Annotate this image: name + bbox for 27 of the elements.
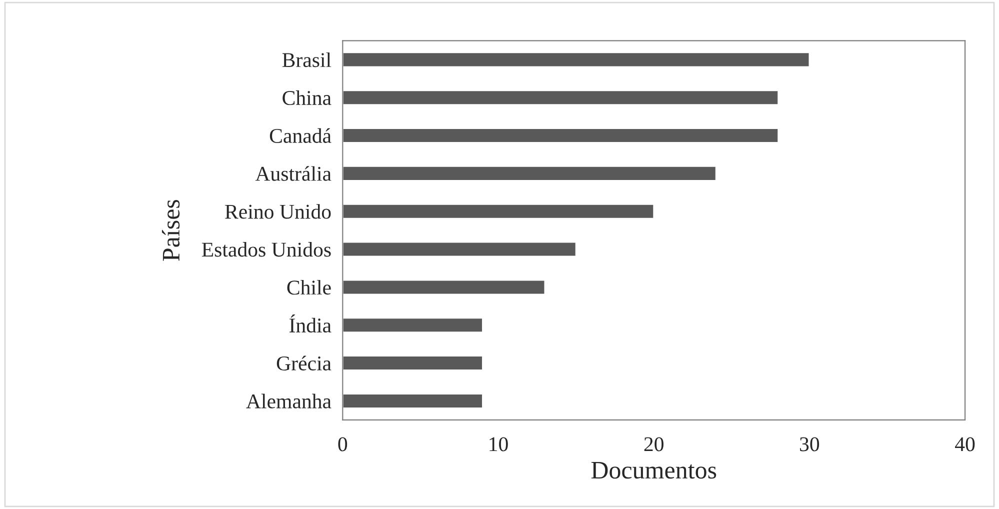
bar <box>342 90 780 106</box>
bar <box>342 166 717 182</box>
y-tick-label: Alemanha <box>246 394 332 408</box>
x-tick-label: 20 <box>644 437 664 452</box>
y-tick-label: China <box>282 90 332 106</box>
bar <box>342 393 484 409</box>
bar <box>342 128 780 144</box>
x-tick-label: 10 <box>490 437 508 452</box>
y-tick-label: Estados Unidos <box>202 242 331 257</box>
y-tick-label: Canadá <box>270 128 332 143</box>
y-tick-label: Brasil <box>282 52 332 68</box>
y-axis-title: Países <box>162 200 180 261</box>
x-axis-title: Documentos <box>591 462 716 479</box>
bar <box>342 355 484 371</box>
x-tick-label: 30 <box>800 437 820 452</box>
bar <box>342 279 546 296</box>
y-tick-label: Chile <box>287 280 331 295</box>
y-tick-label: Índia <box>289 314 332 333</box>
bar <box>342 52 810 68</box>
y-tick-label: Austrália <box>255 166 332 181</box>
y-tick-label: Grécia <box>276 356 332 370</box>
bar <box>342 241 577 258</box>
x-tick-label: 0 <box>338 437 348 452</box>
y-tick-label: Reino Unido <box>225 204 331 219</box>
bar <box>342 317 484 334</box>
bar <box>342 203 655 220</box>
x-tick-label: 40 <box>955 437 975 452</box>
